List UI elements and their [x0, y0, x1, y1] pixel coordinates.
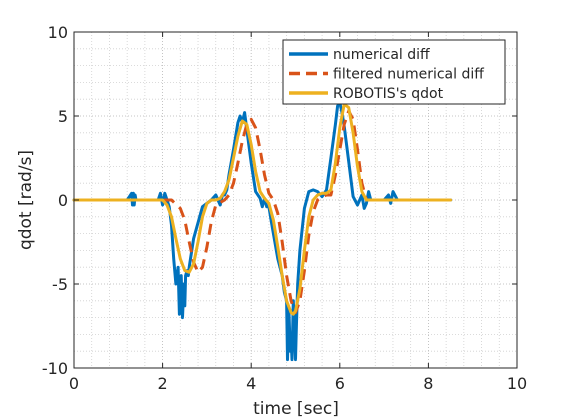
axis-ticks: [73, 31, 518, 369]
y-tick-labels: 10 5 0 -5 -10: [42, 23, 68, 378]
legend-label-robotis-s-qdot: ROBOTIS's qdot: [333, 86, 444, 102]
x-tick-label: 6: [335, 374, 345, 393]
y-tick-label: -10: [42, 359, 68, 378]
x-tick-label: 2: [158, 374, 168, 393]
y-tick-label: -5: [52, 275, 68, 294]
legend-label-numerical-diff: numerical diff: [333, 47, 430, 63]
y-tick-label: 0: [58, 191, 68, 210]
y-tick-label: 10: [48, 23, 68, 42]
x-tick-labels: 0 2 4 6 8 10: [69, 374, 527, 393]
legend-label-filtered-numerical-diff: filtered numerical diff: [333, 67, 484, 83]
x-axis-label: time [sec]: [253, 399, 339, 419]
series-line-robotis-s-qdot: [72, 102, 453, 316]
x-tick-label: 8: [423, 374, 433, 393]
y-axis-label: qdot [rad/s]: [16, 150, 36, 250]
series-line-filtered-numerical-diff: [74, 109, 451, 315]
x-tick-label: 4: [246, 374, 256, 393]
y-tick-label: 5: [58, 107, 68, 126]
series-line-numerical-diff: [72, 101, 453, 362]
x-tick-label: 10: [507, 374, 527, 393]
legend: numerical diff filtered numerical diff ROB…: [282, 39, 506, 105]
x-tick-label: 0: [69, 374, 79, 393]
series-layer: [72, 101, 453, 362]
